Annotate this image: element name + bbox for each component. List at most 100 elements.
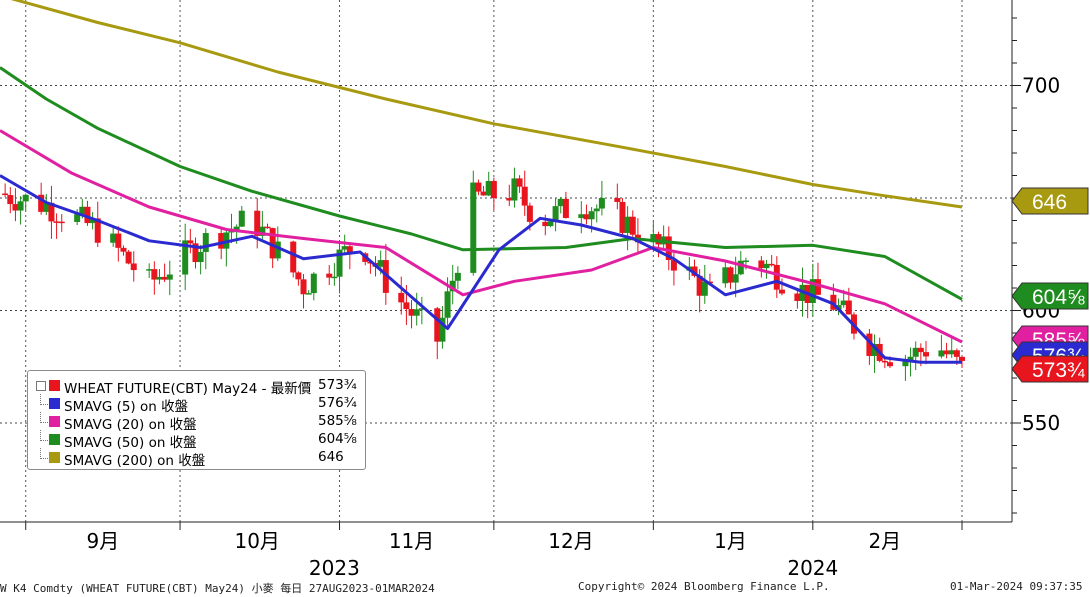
candle-body: [418, 308, 425, 310]
candle-body: [953, 350, 960, 357]
price-tag-box: [1011, 355, 1089, 383]
candle-body: [814, 279, 821, 295]
candle-body: [38, 194, 45, 212]
candle-body: [490, 180, 497, 199]
candle-body: [218, 233, 225, 249]
series-line: [0, 129, 963, 344]
candle-body: [17, 201, 24, 211]
candle-body: [259, 226, 266, 236]
y-axis: 550600650700: [1011, 0, 1060, 522]
candle-body: [146, 269, 153, 271]
legend-value: 585⅝: [318, 413, 357, 429]
candle-body: [182, 240, 189, 275]
candle-body: [845, 300, 852, 315]
candle-body: [650, 234, 657, 243]
candle-body: [866, 333, 873, 356]
x-tick-label-month: 12月: [548, 529, 593, 553]
legend-entry: SMAVG (200) on 收盤 646: [36, 448, 361, 469]
candle-body: [742, 260, 749, 262]
candle-body: [696, 275, 703, 296]
legend-label: SMAVG (50) on 收盤: [64, 435, 197, 451]
candle-body: [89, 218, 96, 224]
candle-body: [948, 350, 955, 355]
candle-body: [254, 210, 261, 236]
series-lines: [0, 0, 963, 364]
price-tag-label: 573¾: [1032, 359, 1085, 382]
candle-body: [485, 180, 492, 196]
candle-body: [310, 273, 317, 294]
candle-body: [624, 216, 631, 233]
candle-body: [629, 216, 636, 235]
candle-body: [2, 193, 9, 196]
tree-branch-icon: [40, 394, 48, 405]
candle-body: [917, 347, 924, 353]
x-tick-label-month: 11月: [389, 529, 434, 553]
x-tick-label-month: 10月: [234, 529, 279, 553]
price-tag-label: 604⅝: [1032, 286, 1085, 309]
candle-body: [197, 251, 204, 263]
footer-timestamp: 01-Mar-2024 09:37:35: [950, 580, 1083, 593]
candle-body: [583, 214, 590, 220]
candle-body: [377, 260, 384, 267]
candle-body: [264, 226, 271, 229]
candle-body: [94, 218, 101, 243]
candle-body: [274, 241, 281, 259]
candle-body: [130, 263, 137, 271]
candle-body: [552, 206, 559, 222]
legend: WHEAT FUTURE(CBT) May24 - 最新價 573¾ SMAVG (…: [27, 370, 366, 470]
price-tag-label: 646: [1032, 191, 1067, 214]
x-tick-label-year: 2023: [309, 556, 360, 580]
candle-body: [768, 263, 775, 266]
candle-body: [511, 178, 518, 201]
candle-body: [74, 214, 81, 222]
candle-body: [922, 352, 929, 357]
candle-body: [346, 246, 353, 254]
candle-body: [408, 308, 415, 316]
candle-body: [53, 221, 60, 223]
legend-swatch: [49, 434, 60, 445]
candle-body: [480, 191, 487, 196]
legend-label: SMAVG (200) on 收盤: [64, 453, 206, 469]
candle-body: [516, 178, 523, 187]
candle-body: [110, 233, 117, 243]
x-tick-label-month: 9月: [87, 529, 120, 553]
candle-body: [192, 243, 199, 263]
candle-body: [115, 233, 122, 248]
candle-body: [79, 206, 86, 215]
legend-value: 573¾: [318, 377, 357, 393]
footer-copyright: Copyright© 2024 Bloomberg Finance L.P.: [578, 580, 830, 593]
candle-body: [943, 350, 950, 355]
candle-body: [22, 194, 29, 202]
candle-body: [202, 233, 209, 252]
candle-body: [341, 246, 348, 250]
candle-body: [454, 272, 461, 281]
candle-body: [912, 347, 919, 357]
candle-body: [732, 274, 739, 283]
candle-body: [434, 308, 441, 342]
candle-body: [763, 263, 770, 269]
candle-body: [619, 201, 626, 233]
candle-body: [336, 249, 343, 277]
x-tick-label-month: 2月: [868, 529, 901, 553]
candle-body: [871, 343, 878, 356]
candle-body: [12, 204, 19, 211]
x-tick-label-year: 2024: [787, 556, 838, 580]
candle-body: [907, 356, 914, 361]
candle-body: [331, 276, 338, 279]
candle-body: [938, 350, 945, 357]
candle-body: [521, 186, 528, 206]
candle-body: [58, 221, 65, 224]
candle-body: [120, 247, 127, 252]
tree-branch-icon: [40, 412, 48, 423]
candle-body: [557, 198, 564, 207]
candle-body: [588, 211, 595, 220]
candle-body: [238, 210, 245, 227]
legend-label: WHEAT FUTURE(CBT) May24 - 最新價: [64, 381, 312, 397]
candle-body: [449, 280, 456, 292]
candle-body: [151, 269, 158, 280]
price-tag: 573¾: [1011, 355, 1089, 383]
price-tag-box: [1011, 282, 1089, 310]
candle-body: [886, 362, 893, 367]
candle-body: [959, 356, 965, 361]
legend-label: SMAVG (20) on 收盤: [64, 417, 197, 433]
